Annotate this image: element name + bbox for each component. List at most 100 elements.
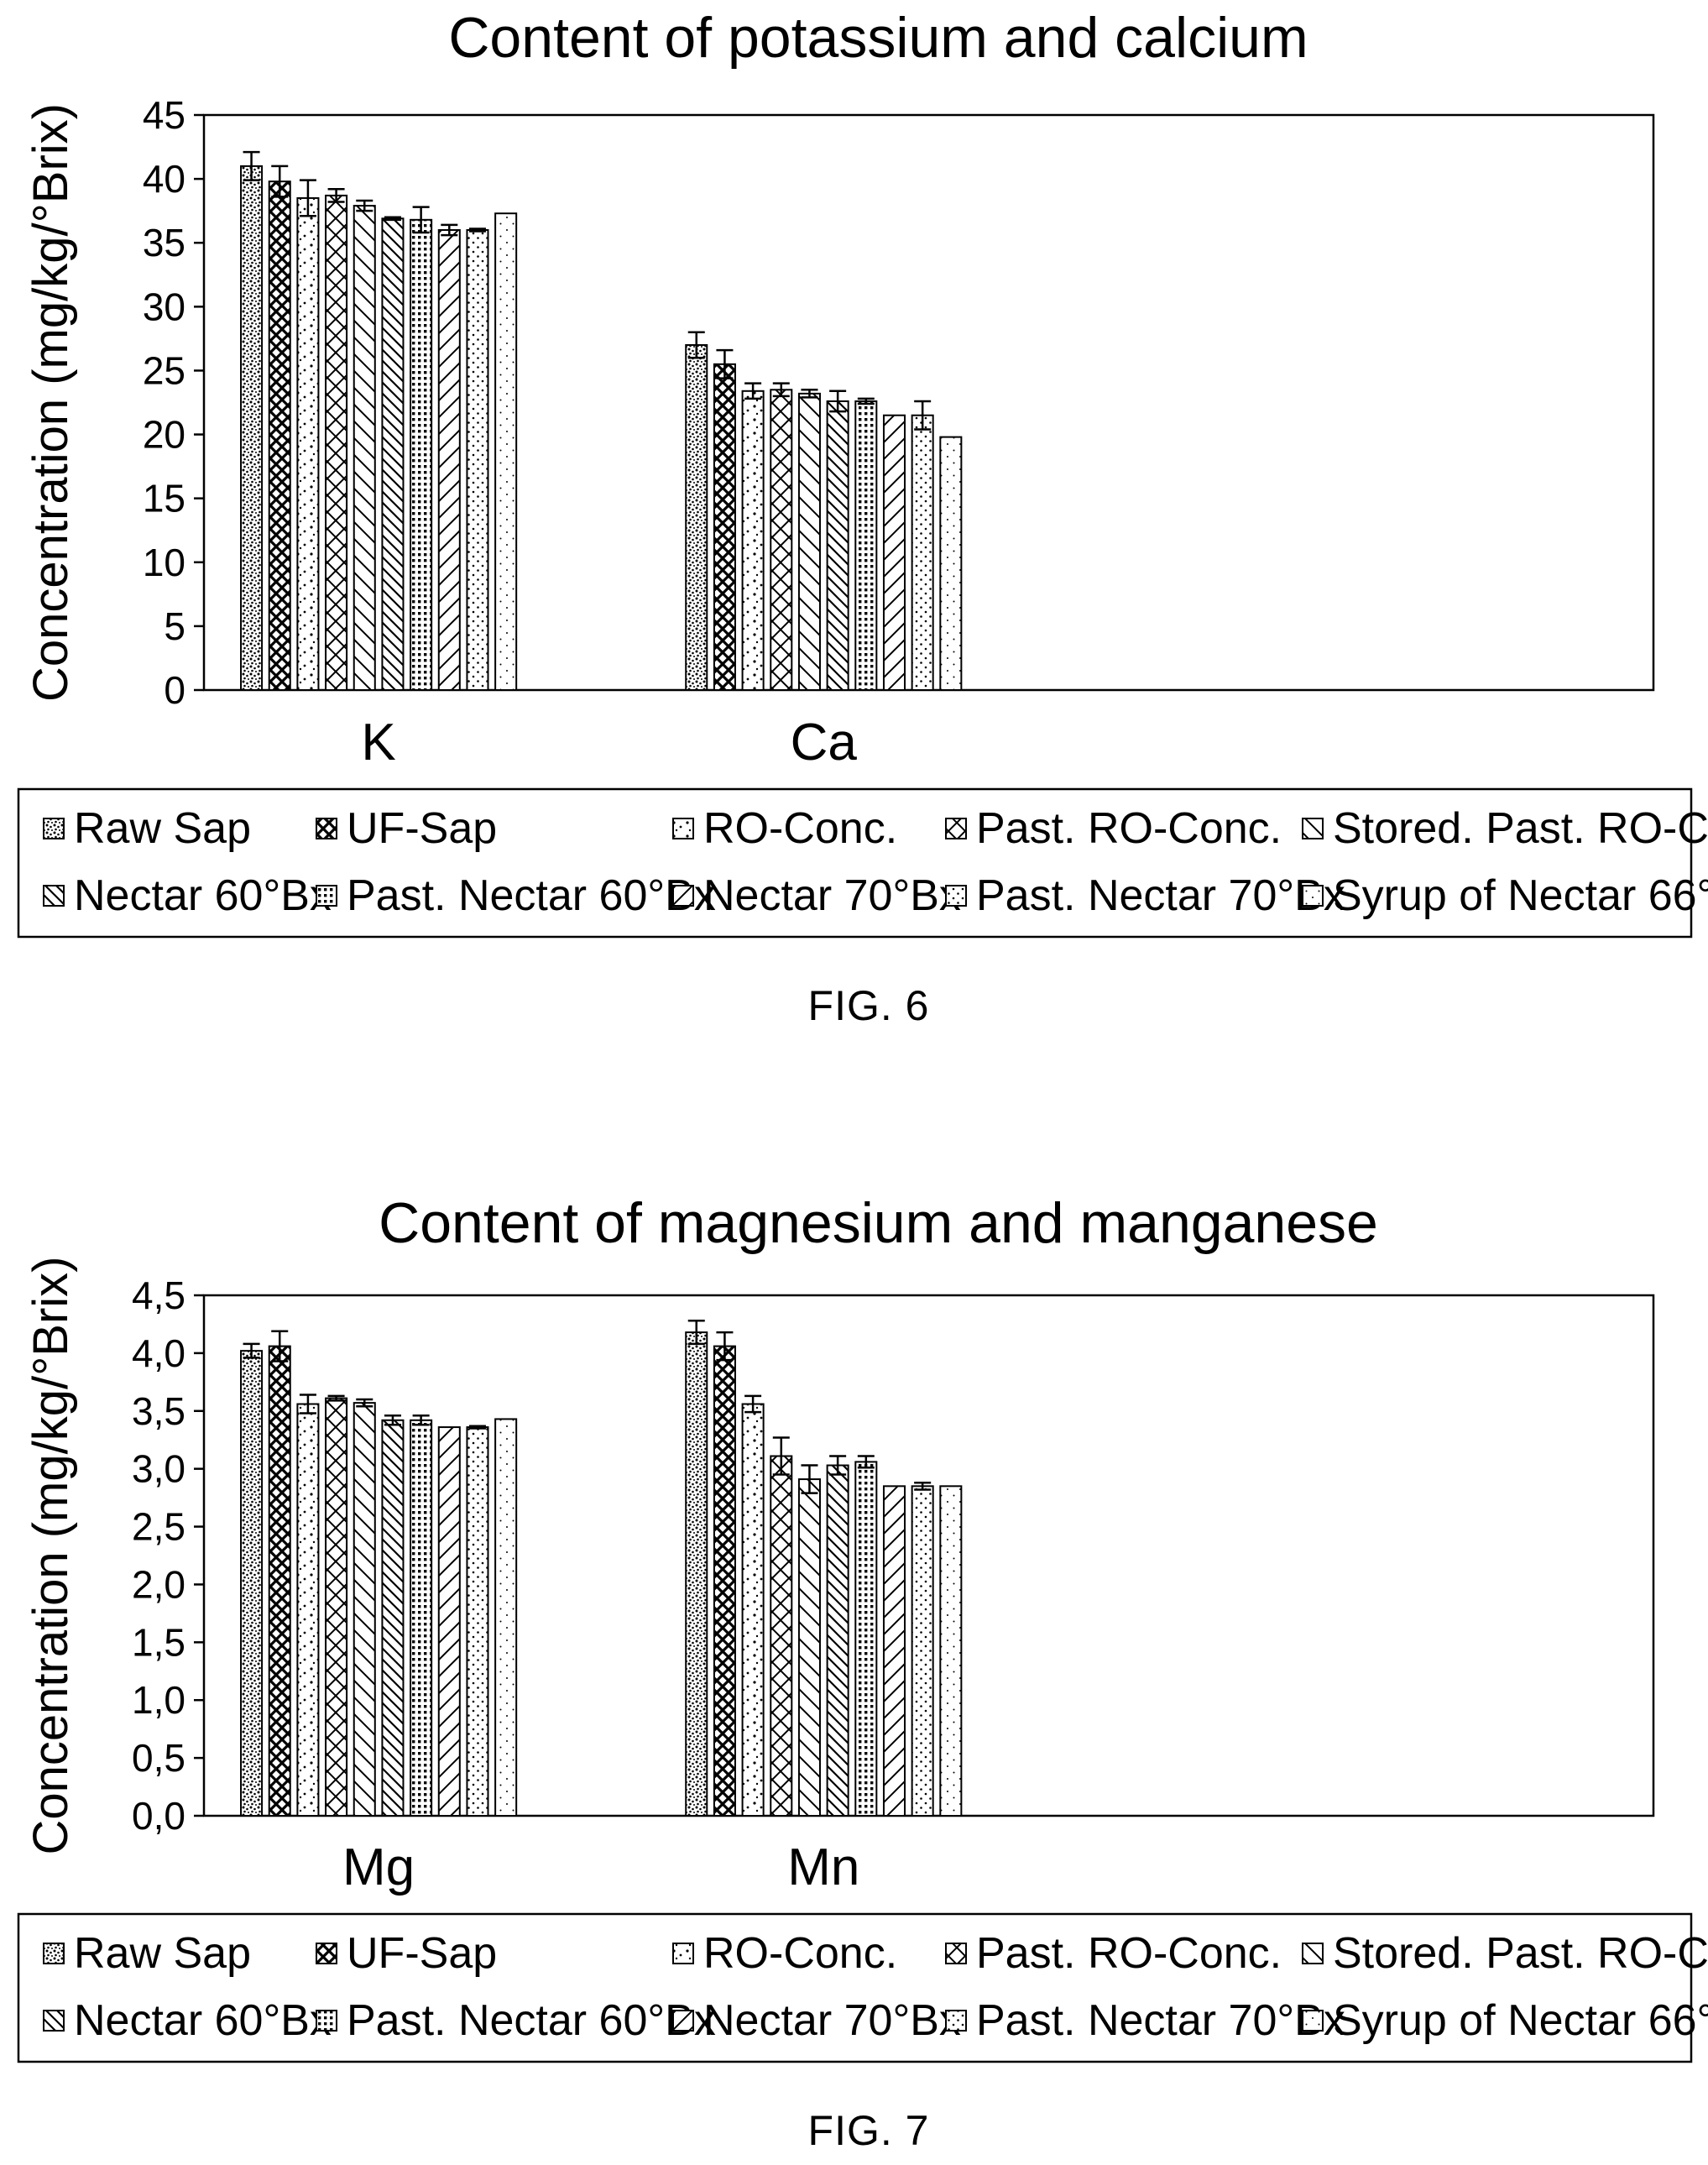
- legend-swatch: [1302, 1943, 1324, 1964]
- legend-label: RO-Conc.: [703, 804, 897, 853]
- bar-mg-4: [325, 1397, 348, 1817]
- y-tick-label: 4,5: [132, 1273, 185, 1317]
- figure-caption: FIG. 6: [808, 982, 930, 1029]
- bar-k-2: [268, 180, 291, 691]
- category-label: Mn: [787, 1838, 859, 1896]
- y-tick-label: 4,0: [132, 1331, 185, 1375]
- y-tick-label: 1,5: [132, 1620, 185, 1664]
- legend-swatch: [945, 818, 967, 839]
- y-tick-label: 0,0: [132, 1794, 185, 1838]
- legend-label: UF-Sap: [347, 804, 497, 853]
- bar-k-1: [240, 165, 264, 691]
- legend-label: RO-Conc.: [703, 1929, 897, 1978]
- legend-label: Raw Sap: [74, 1929, 251, 1978]
- bar-ca-9: [911, 414, 934, 691]
- legend-swatch: [1302, 818, 1324, 839]
- y-tick-label: 30: [143, 285, 185, 328]
- bar-ca-6: [826, 400, 849, 691]
- bar-mn-8: [882, 1485, 906, 1817]
- legend-swatch: [316, 2010, 337, 2032]
- legend-label: UF-Sap: [347, 1929, 497, 1978]
- bar-mg-10: [494, 1418, 518, 1817]
- category-label: Mg: [342, 1838, 415, 1896]
- legend-swatch: [43, 1943, 65, 1964]
- legend-label: Past. Nectar 70°Bx: [976, 1996, 1345, 2045]
- y-tick-label: 0: [164, 668, 185, 712]
- y-tick-label: 1,0: [132, 1678, 185, 1722]
- y-axis-label: Concentration (mg/kg/°Brix): [24, 1257, 78, 1855]
- bar-mg-7: [410, 1419, 433, 1817]
- legend-label: Past. RO-Conc.: [976, 804, 1282, 853]
- chart-title: Content of magnesium and manganese: [379, 1191, 1378, 1255]
- legend-swatch: [1302, 885, 1324, 907]
- legend: Raw Sap UF-Sap RO-Conc. Past. RO-Conc. Store…: [17, 787, 1708, 939]
- y-tick-label: 15: [143, 477, 185, 520]
- bar-k-4: [325, 194, 348, 691]
- chart-2: Content of magnesium and manganese 0,0 0,5…: [17, 1191, 1708, 2154]
- legend-frame: [17, 1912, 1693, 2063]
- bar-mn-7: [854, 1461, 878, 1817]
- bar-mg-8: [437, 1426, 461, 1817]
- bar-ca-2: [713, 363, 736, 691]
- legend-label: Stored. Past. RO-Conc.: [1333, 1929, 1708, 1978]
- chart-1: Content of potassium and calcium 0 5 10 15 20…: [17, 6, 1708, 1029]
- bar-mg-3: [296, 1403, 320, 1817]
- legend-swatch: [316, 818, 337, 839]
- y-tick-label: 20: [143, 413, 185, 457]
- y-axis-label: Concentration (mg/kg/°Brix): [24, 103, 78, 702]
- bar-ca-3: [741, 390, 765, 691]
- legend-swatch: [672, 885, 694, 907]
- bar-ca-8: [882, 414, 906, 691]
- y-tick-label: 45: [143, 93, 185, 137]
- legend-swatch: [1302, 2010, 1324, 2032]
- legend: Raw Sap UF-Sap RO-Conc. Past. RO-Conc. Store…: [17, 1912, 1708, 2063]
- legend-label: Nectar 60°Bx: [74, 1996, 332, 2045]
- bar-k-5: [353, 205, 376, 692]
- legend-label: Nectar 70°Bx: [703, 1996, 961, 2045]
- category-label: Ca: [791, 714, 858, 771]
- y-tick-label: 40: [143, 157, 185, 201]
- bar-k-6: [381, 217, 405, 691]
- bar-mg-6: [381, 1419, 405, 1817]
- bar-ca-10: [939, 436, 963, 691]
- legend-label: Past. Nectar 60°Bx: [347, 1996, 716, 2045]
- legend-label: Past. RO-Conc.: [976, 1929, 1282, 1978]
- bar-mn-10: [939, 1485, 963, 1817]
- legend-swatch: [945, 1943, 967, 1964]
- bar-ca-5: [797, 392, 821, 691]
- legend-swatch: [316, 885, 337, 907]
- y-tick-label: 25: [143, 348, 185, 392]
- legend-label: Syrup of Nectar 66°Bx: [1333, 1996, 1708, 2045]
- category-label: K: [361, 714, 395, 771]
- bar-mg-5: [353, 1402, 376, 1817]
- legend-label: Raw Sap: [74, 804, 251, 853]
- bar-mn-9: [911, 1485, 934, 1817]
- legend-swatch: [672, 818, 694, 839]
- bar-mn-2: [713, 1345, 736, 1817]
- bar-mn-5: [797, 1478, 821, 1817]
- bar-k-7: [410, 218, 433, 692]
- legend-swatch: [43, 2010, 65, 2032]
- bar-k-3: [296, 196, 320, 691]
- legend-swatch: [672, 1943, 694, 1964]
- y-tick-label: 5: [164, 604, 185, 648]
- bar-ca-7: [854, 400, 878, 691]
- bar-k-9: [466, 229, 489, 691]
- chart-title: Content of potassium and calcium: [448, 6, 1308, 70]
- y-tick-label: 0,5: [132, 1736, 185, 1780]
- legend-label: Stored. Past. RO-Conc.: [1333, 804, 1708, 853]
- bar-ca-1: [685, 344, 708, 691]
- y-tick-label: 3,0: [132, 1447, 185, 1491]
- legend-label: Syrup of Nectar 66°Bx: [1333, 871, 1708, 920]
- legend-swatch: [945, 885, 967, 907]
- y-tick-label: 2,5: [132, 1505, 185, 1549]
- legend-label: Nectar 60°Bx: [74, 871, 332, 920]
- bar-mn-3: [741, 1403, 765, 1817]
- legend-swatch: [316, 1943, 337, 1964]
- legend-swatch: [43, 818, 65, 839]
- bar-mg-2: [268, 1345, 291, 1817]
- bar-mn-4: [770, 1455, 793, 1817]
- y-tick-label: 10: [143, 541, 185, 584]
- bar-mg-1: [240, 1350, 264, 1817]
